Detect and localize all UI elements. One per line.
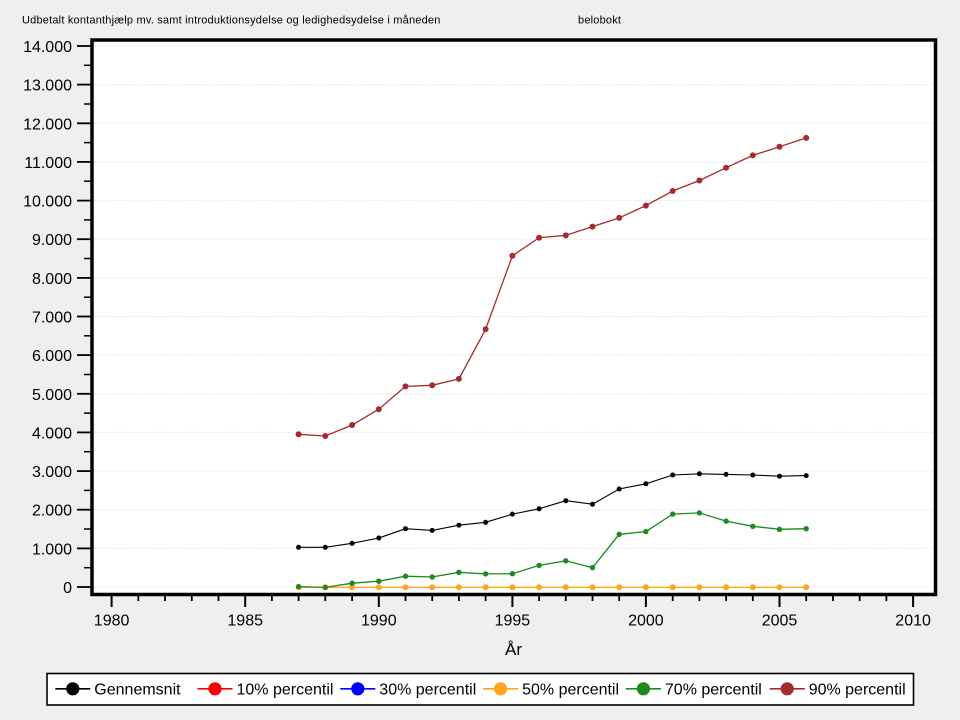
- svg-text:5.000: 5.000: [32, 387, 72, 404]
- svg-text:11.000: 11.000: [24, 155, 72, 172]
- svg-text:9.000: 9.000: [32, 232, 72, 249]
- svg-text:14.000: 14.000: [23, 39, 72, 56]
- svg-text:7.000: 7.000: [32, 310, 72, 327]
- svg-text:50% percentil: 50% percentil: [522, 682, 619, 699]
- svg-text:1985: 1985: [227, 613, 263, 630]
- svg-text:1.000: 1.000: [32, 541, 72, 558]
- svg-text:13.000: 13.000: [23, 78, 72, 95]
- svg-text:4.000: 4.000: [32, 425, 72, 442]
- svg-text:3.000: 3.000: [32, 464, 72, 481]
- svg-text:belobokt: belobokt: [578, 15, 621, 27]
- svg-text:År: År: [505, 640, 522, 659]
- svg-text:70% percentil: 70% percentil: [665, 682, 762, 699]
- svg-text:8.000: 8.000: [32, 271, 72, 288]
- svg-text:1990: 1990: [361, 613, 397, 630]
- svg-text:12.000: 12.000: [23, 116, 72, 133]
- svg-text:10.000: 10.000: [23, 194, 72, 211]
- svg-text:2010: 2010: [895, 613, 931, 630]
- svg-text:30% percentil: 30% percentil: [379, 682, 476, 699]
- svg-text:Gennemsnit: Gennemsnit: [94, 682, 181, 699]
- svg-text:10% percentil: 10% percentil: [237, 682, 334, 699]
- svg-text:90% percentil: 90% percentil: [809, 682, 906, 699]
- svg-text:Udbetalt kontanthjælp mv. samt: Udbetalt kontanthjælp mv. samt introdukt…: [22, 15, 441, 27]
- svg-text:0: 0: [63, 580, 72, 597]
- svg-text:1980: 1980: [94, 613, 130, 630]
- svg-text:6.000: 6.000: [32, 348, 72, 365]
- svg-text:1995: 1995: [495, 613, 531, 630]
- svg-text:2000: 2000: [628, 613, 664, 630]
- svg-text:2005: 2005: [762, 613, 798, 630]
- svg-text:2.000: 2.000: [32, 503, 72, 520]
